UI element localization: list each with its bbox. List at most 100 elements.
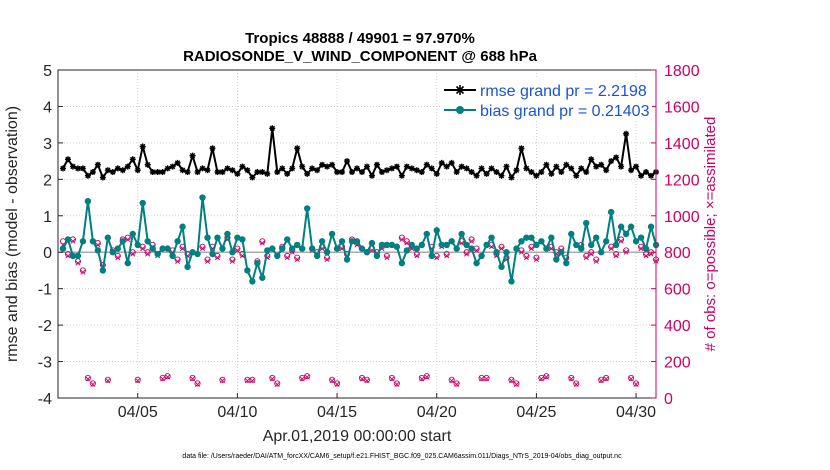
obs-assimilated-point [628,376,634,382]
bias-point [483,241,490,249]
rmse-point [523,165,530,172]
bias-point [264,247,271,254]
rmse-point [453,169,460,176]
obs-assimilated-point [568,376,574,382]
bias-point [84,198,92,205]
obs-possible-point [398,234,405,241]
rmse-point [189,152,196,159]
obs-assimilated-point [638,246,644,252]
rmse-point [84,172,91,179]
obs-assimilated-point [115,255,121,261]
bias-point [637,234,645,241]
bias-point [403,247,411,254]
obs-assimilated-point [489,244,495,250]
bias-point [169,252,176,260]
rmse-point [373,161,380,168]
obs-assimilated-point [593,258,599,264]
rmse-point [249,174,256,181]
bias-point [204,234,211,241]
rmse-point [443,163,450,170]
obs-assimilated-point [165,374,171,380]
y-axis-label-left: rmse and bias (model - observation) [4,106,21,362]
bias-point [453,245,460,252]
obs-possible-point [304,373,311,380]
obs-assimilated-point [259,240,265,246]
bias-point [239,236,246,243]
bias-point [597,249,605,256]
rmse-point [129,156,136,163]
bias-point [174,238,181,245]
bias-point [413,245,420,252]
bias-point [144,238,151,245]
bias-point [583,219,590,227]
bias-point [513,245,520,252]
obs-assimilated-point [85,376,91,382]
obs-possible-point [363,376,371,383]
bias-point [493,249,500,256]
obs-assimilated-point [75,260,81,266]
bias-point [214,234,221,241]
rmse-point [319,161,326,168]
chart-title-line1: Tropics 48888 / 49901 = 97.970% [245,30,475,47]
obs-assimilated-point [219,378,225,384]
obs-assimilated-point [498,246,505,252]
obs-assimilated-point [394,381,400,387]
rmse-point [368,172,375,179]
rmse-point [533,172,540,179]
bias-point [308,245,316,252]
bias-point [269,245,276,252]
y-right-tick-label: 600 [664,282,691,299]
bias-point [448,238,455,245]
bias-point [149,245,156,252]
bias-point [318,238,326,245]
bias-point [99,267,107,274]
bias-point [154,250,161,258]
obs-possible-point [633,380,640,387]
bias-point [109,249,117,256]
rmse-point [438,159,445,166]
bias-point [388,241,396,249]
rmse-point [244,167,251,174]
bias-point [622,230,630,238]
rmse-point [284,170,291,177]
obs-possible-point [383,252,390,259]
rmse-point [344,158,351,165]
rmse-point [174,159,181,166]
rmse-point [598,161,605,168]
bias-point [229,249,236,256]
obs-assimilated-point [284,255,290,261]
obs-possible-point [104,376,111,383]
obs-assimilated-point [479,376,485,382]
bias-point [383,241,391,249]
obs-assimilated-point [364,378,370,384]
obs-possible-point [144,249,151,256]
bias-point [563,259,570,267]
obs-assimilated-point [384,255,390,261]
bias-point [443,241,450,249]
rmse-point [179,167,186,174]
x-axis-ticks: 04/05 04/10 04/15 04/20 04/25 04/30 [118,393,656,421]
obs-possible-point [628,374,635,382]
bias-point [323,249,331,256]
bias-point [418,241,425,249]
rmse-point [358,169,365,176]
obs-possible-point [274,380,281,387]
rmse-point [184,169,191,176]
rmse-point [588,156,595,163]
x-tick-label: 04/25 [516,404,556,421]
rmse-series [59,125,659,181]
bias-point [393,243,401,250]
rmse-point [329,161,336,168]
y-right-tick-label: 1000 [664,209,700,226]
obs-assimilated-point [299,376,305,382]
obs-assimilated-point [583,255,589,261]
bias-point [69,252,77,260]
bias-point [179,223,186,230]
rmse-point [613,154,620,161]
bias-point [134,241,141,249]
obs-assimilated-point [474,247,480,253]
rmse-point [349,169,356,176]
obs-possible-point [329,376,336,383]
obs-possible-point [204,256,211,263]
obs-assimilated-point [274,381,280,387]
